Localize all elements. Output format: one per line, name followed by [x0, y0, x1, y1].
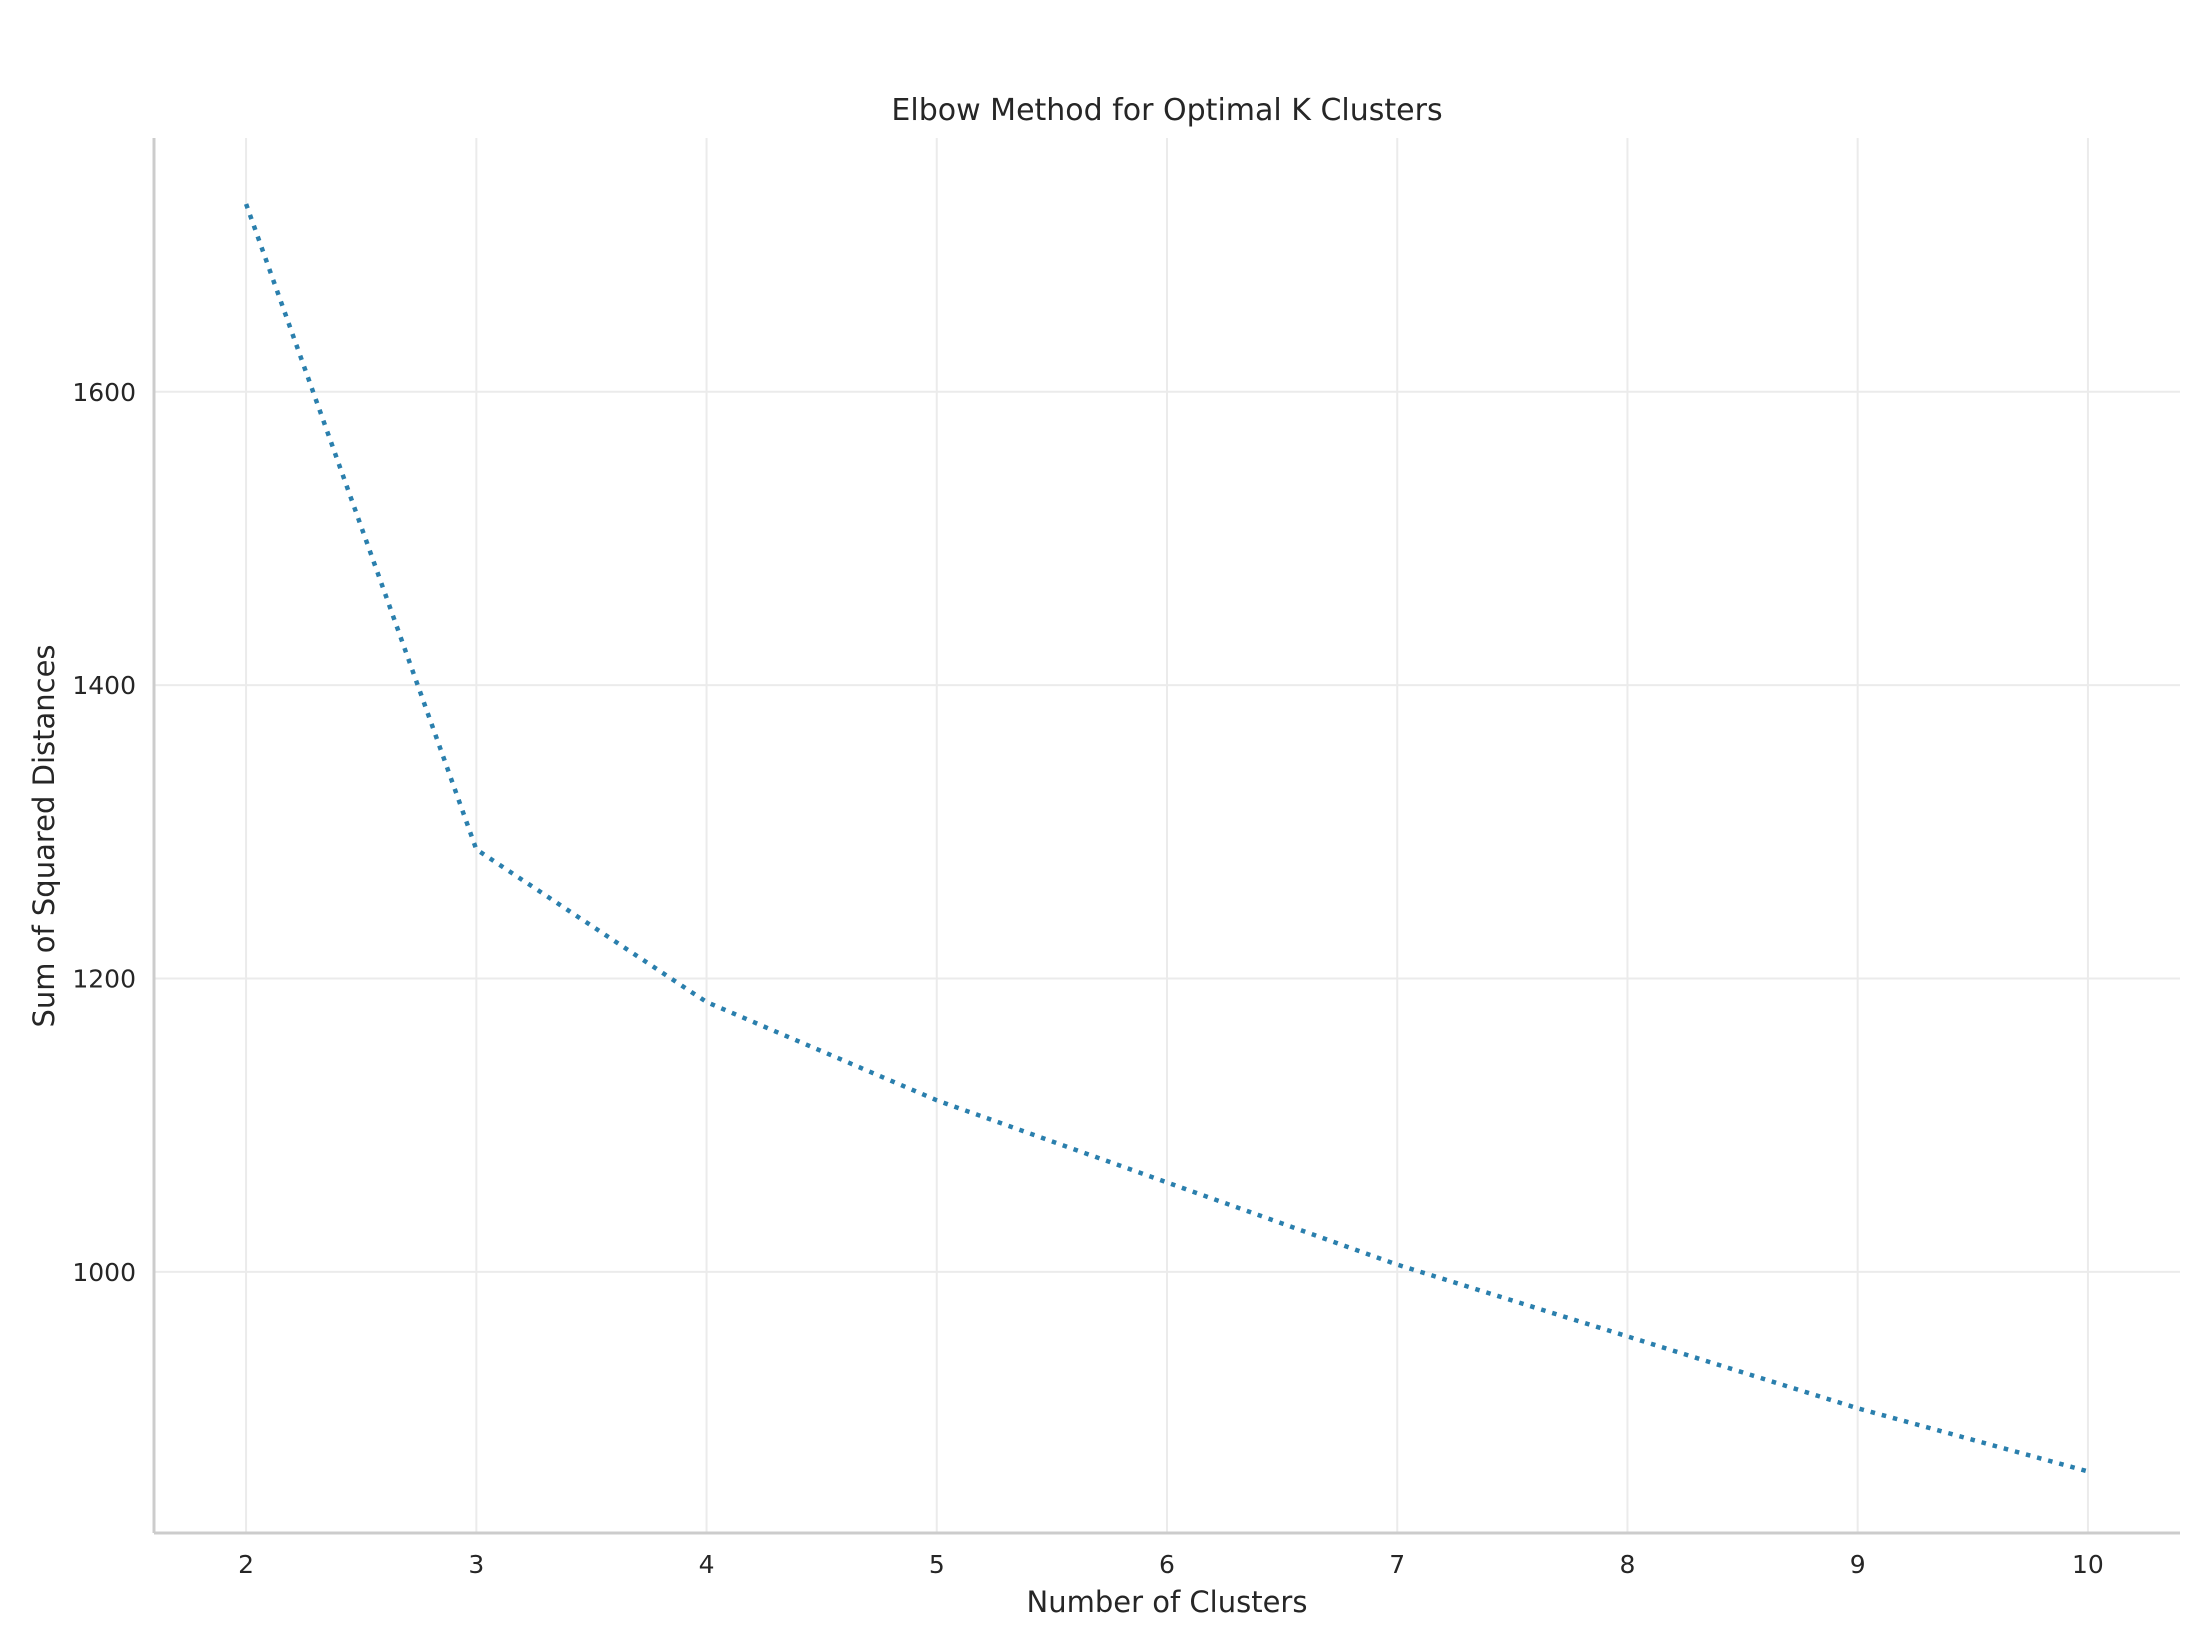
axes-spines — [152, 138, 2180, 1535]
tick-labels: 2 3 4 5 6 7 8 9 10 1000 1200 1400 1600 — [72, 378, 2103, 1579]
x-tick-label: 4 — [699, 1550, 715, 1579]
x-tick-label: 8 — [1620, 1550, 1636, 1579]
y-tick-label: 1200 — [72, 965, 136, 994]
y-axis-label: Sum of Squared Distances — [27, 644, 61, 1027]
x-tick-label: 6 — [1159, 1550, 1175, 1579]
x-tick-label: 5 — [929, 1550, 945, 1579]
chart-title: Elbow Method for Optimal K Clusters — [891, 93, 1442, 128]
x-tick-label: 2 — [238, 1550, 254, 1579]
y-tick-label: 1000 — [72, 1258, 136, 1287]
y-tick-label: 1400 — [72, 671, 136, 700]
x-tick-label: 7 — [1389, 1550, 1405, 1579]
y-tick-label: 1600 — [72, 378, 136, 407]
x-tick-label: 10 — [2072, 1550, 2104, 1579]
x-tick-label: 3 — [468, 1550, 484, 1579]
grid — [154, 138, 2180, 1533]
x-axis-label: Number of Clusters — [1027, 1585, 1308, 1619]
x-tick-label: 9 — [1850, 1550, 1866, 1579]
